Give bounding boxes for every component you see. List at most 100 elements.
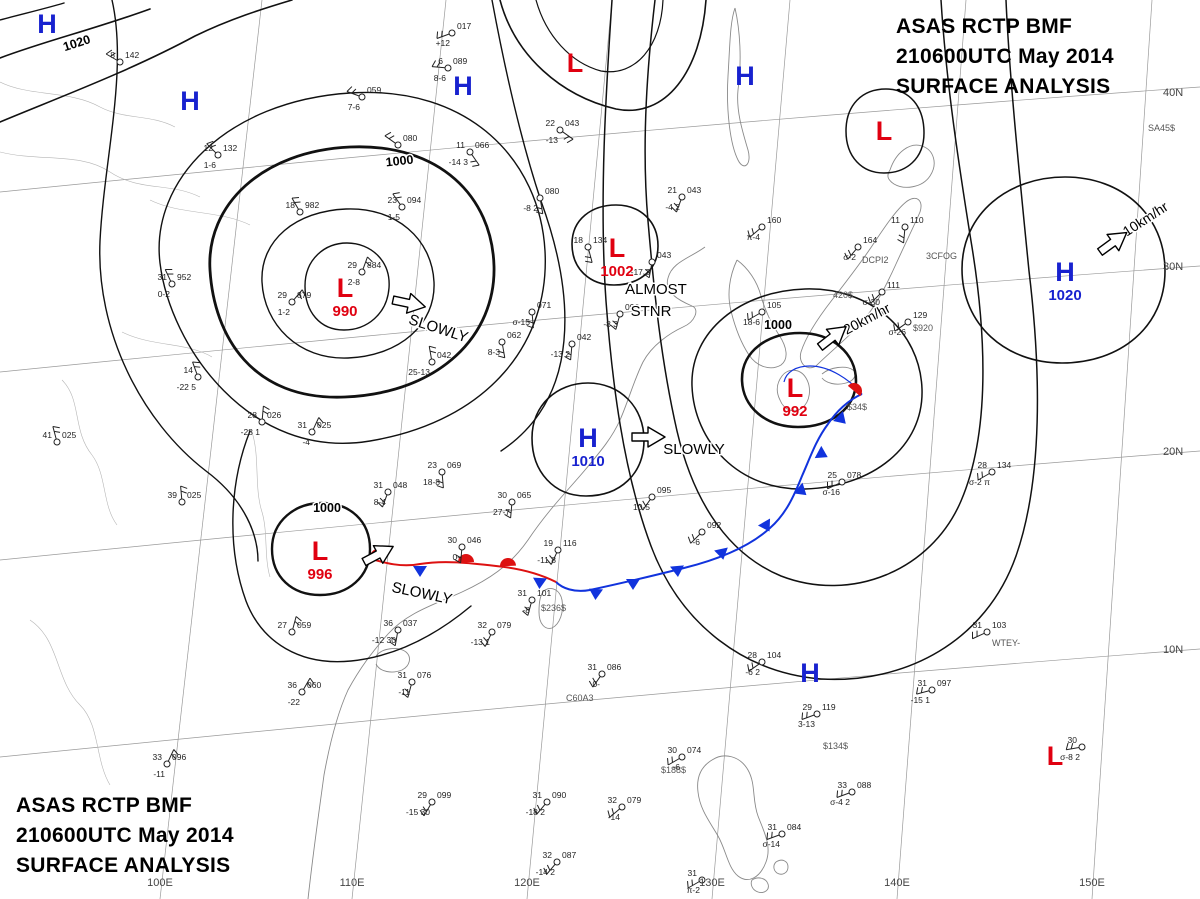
station-circle bbox=[616, 310, 624, 318]
station-plot: 25 078 σ-16 bbox=[822, 470, 861, 497]
station-temperature: 29 bbox=[418, 790, 428, 800]
wind-barb-shaft bbox=[687, 881, 700, 889]
wind-barb-tick bbox=[419, 809, 425, 817]
wind-barb-shaft bbox=[382, 494, 388, 508]
wind-barb-shaft bbox=[836, 792, 850, 798]
wind-barb-tick bbox=[497, 350, 505, 354]
isobar bbox=[571, 204, 659, 286]
wind-barb-tick bbox=[549, 555, 554, 561]
wind-barb-shaft bbox=[502, 344, 506, 358]
station-remark: SA45$ bbox=[1148, 123, 1175, 133]
station-pressure: 116 bbox=[563, 538, 577, 548]
station-circle bbox=[428, 798, 436, 806]
wind-barb-tick bbox=[346, 86, 353, 92]
station-aux: -15 30 bbox=[406, 807, 430, 817]
station-aux: 0- bbox=[452, 552, 460, 562]
isobar bbox=[740, 331, 858, 429]
station-circle bbox=[394, 141, 402, 149]
wind-barb-tick bbox=[611, 808, 615, 815]
pressure-center-symbol: L bbox=[337, 273, 354, 303]
wind-barb-tick bbox=[844, 252, 849, 260]
wind-barb-shaft bbox=[471, 154, 480, 166]
wind-barb-shaft bbox=[570, 346, 573, 360]
station-temperature: 31 bbox=[918, 678, 928, 688]
station-circle bbox=[384, 488, 392, 496]
cold-front-triangle bbox=[589, 588, 603, 600]
station-aux: 10-5 bbox=[633, 502, 650, 512]
station-temperature: 12 bbox=[204, 143, 214, 153]
station-temperature: 28 bbox=[248, 410, 258, 420]
wind-barb-shaft bbox=[766, 834, 780, 840]
wind-barb-shaft bbox=[847, 248, 857, 260]
wind-barb-tick bbox=[384, 131, 392, 137]
wind-barb-tick bbox=[392, 192, 400, 195]
station-temperature: 28 bbox=[748, 650, 758, 660]
station-aux: -11 bbox=[398, 687, 410, 697]
wind-barb-tick bbox=[981, 471, 983, 478]
isobar bbox=[602, 0, 1039, 681]
latitude-label: 40N bbox=[1163, 87, 1183, 99]
station-temperature: 29 bbox=[278, 290, 288, 300]
pressure-center-symbol: L bbox=[787, 373, 804, 403]
station-remark: $134$ bbox=[823, 741, 848, 751]
station-temperature: 11 bbox=[456, 140, 465, 150]
station-temperature: 14 bbox=[184, 365, 194, 375]
pressure-center-h: H bbox=[453, 71, 473, 101]
isobar-label: 1000 bbox=[764, 318, 792, 332]
wind-barb-tick bbox=[563, 135, 570, 140]
wind-barb-shaft bbox=[423, 804, 431, 817]
station-pressure: 090 bbox=[625, 302, 639, 312]
wind-barb-tick bbox=[194, 366, 201, 368]
station-temperature: 33 bbox=[153, 752, 163, 762]
wind-barb-tick bbox=[367, 256, 373, 263]
station-aux: -14 2 bbox=[536, 867, 556, 877]
wind-barb-shaft bbox=[394, 632, 398, 646]
coastline bbox=[776, 369, 810, 412]
station-circle bbox=[288, 628, 296, 636]
station-aux: σ-2 bbox=[843, 252, 856, 262]
isobar-label: 1000 bbox=[313, 501, 341, 515]
wind-barb-tick bbox=[691, 533, 695, 540]
wind-barb-shaft bbox=[531, 314, 534, 328]
station-remark: $236$ bbox=[541, 603, 566, 613]
wind-barb-tick bbox=[898, 234, 905, 239]
station-plot: 36 037 -12 30 bbox=[372, 618, 417, 647]
station-pressure: 099 bbox=[437, 790, 451, 800]
wind-barb-tick bbox=[307, 682, 312, 688]
wind-barb-tick bbox=[535, 206, 543, 210]
station-plot: 059 7-6 bbox=[346, 85, 381, 112]
station-temperature: 8 bbox=[110, 50, 115, 60]
wind-barb-tick bbox=[1070, 742, 1074, 750]
station-plot: 28 134 σ-2 π bbox=[969, 460, 1011, 487]
station-plot: 22 043 -13 bbox=[546, 118, 580, 145]
station-circle bbox=[258, 418, 266, 426]
station-temperature: 25 bbox=[828, 470, 838, 480]
station-plot: 080 -8 2 bbox=[523, 186, 559, 215]
station-circle bbox=[678, 753, 686, 761]
river-line bbox=[29, 619, 111, 786]
station-circle bbox=[598, 670, 606, 678]
station-pressure: 879 bbox=[297, 290, 311, 300]
wind-barb-shaft bbox=[642, 499, 651, 511]
station-circle bbox=[983, 628, 991, 636]
station-pressure: 105 bbox=[767, 300, 781, 310]
wind-barb-tick bbox=[871, 293, 875, 300]
isobar bbox=[208, 145, 496, 399]
station-plot: 129 σ-26 bbox=[888, 310, 927, 337]
station-plot: 042 25-13 bbox=[408, 345, 451, 377]
wind-barb-tick bbox=[504, 514, 511, 519]
station-remark: $920 bbox=[913, 323, 933, 333]
wind-barb-tick bbox=[294, 620, 300, 626]
station-circle bbox=[298, 688, 306, 696]
station-pressure: 059 bbox=[297, 620, 311, 630]
wind-barb-tick bbox=[806, 711, 808, 718]
wind-barb-shaft bbox=[676, 199, 682, 213]
movement-arrow bbox=[631, 426, 666, 448]
station-pressure: 086 bbox=[607, 662, 621, 672]
station-pressure: 096 bbox=[172, 752, 186, 762]
station-circle bbox=[194, 373, 202, 381]
pressure-center-value: 992 bbox=[782, 403, 807, 420]
station-aux: σ-4 2 bbox=[830, 797, 850, 807]
wind-barb-shaft bbox=[592, 676, 601, 688]
